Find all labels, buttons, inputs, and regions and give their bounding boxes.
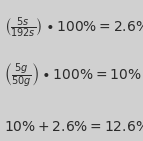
Text: $\left(\frac{5g}{50g}\right)\bullet100\%=10\%$: $\left(\frac{5g}{50g}\right)\bullet100\%… — [4, 61, 142, 89]
Text: $10\%+2.6\%=12.6\%$: $10\%+2.6\%=12.6\%$ — [4, 120, 143, 134]
Text: $\left(\frac{5s}{192s}\right)\bullet100\%=2.6\%$: $\left(\frac{5s}{192s}\right)\bullet100\… — [4, 16, 143, 40]
